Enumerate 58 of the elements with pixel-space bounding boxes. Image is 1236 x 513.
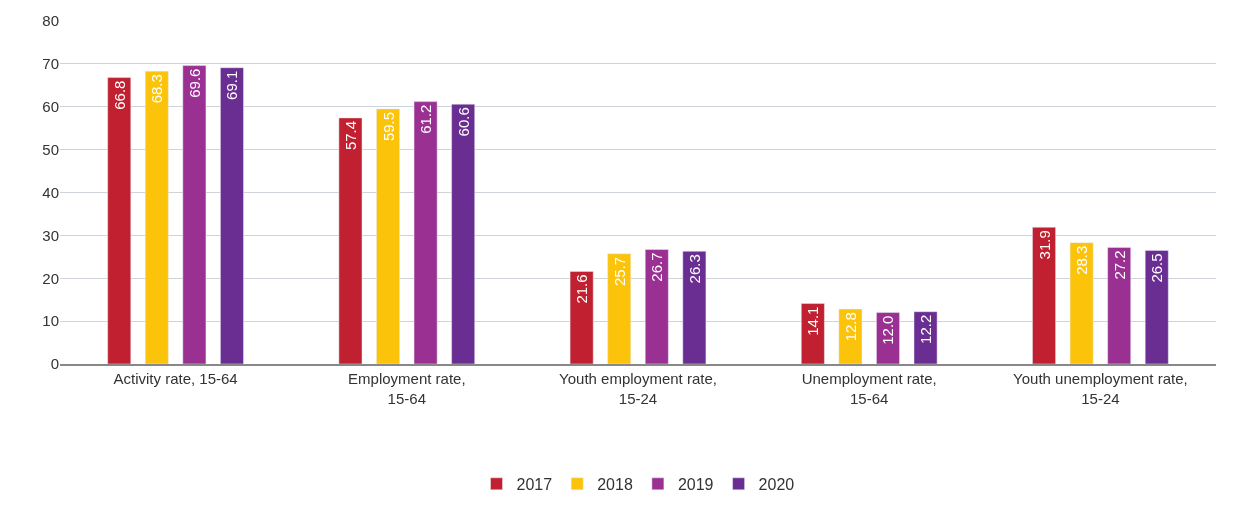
data-label: 66.8 bbox=[110, 80, 128, 110]
bar bbox=[1032, 226, 1056, 364]
bar bbox=[145, 70, 169, 364]
x-tick-label: Activity rate, 15-64 bbox=[113, 370, 238, 387]
legend-label: 2018 bbox=[597, 476, 633, 494]
data-label: 57.4 bbox=[341, 120, 359, 151]
data-label: 68.3 bbox=[148, 74, 166, 104]
bar bbox=[1107, 247, 1131, 364]
data-label: 21.6 bbox=[573, 274, 591, 304]
x-tick-label: Unemployment rate, 15-64 bbox=[801, 370, 937, 407]
bar bbox=[607, 253, 632, 364]
data-label: 59.5 bbox=[379, 111, 397, 142]
data-label: 27.2 bbox=[1110, 250, 1128, 280]
bar bbox=[1069, 242, 1094, 364]
y-tick-label: 30 bbox=[42, 226, 59, 244]
data-label: 12.0 bbox=[879, 315, 897, 345]
bar bbox=[413, 101, 438, 364]
legend-label: 2020 bbox=[758, 476, 795, 494]
bar bbox=[107, 77, 132, 364]
x-tick-label: Youth employment rate, 15-24 bbox=[559, 370, 717, 407]
legend-label: 2017 bbox=[516, 476, 553, 494]
y-tick-label: 40 bbox=[42, 183, 59, 201]
data-label: 61.2 bbox=[417, 104, 435, 134]
bar bbox=[182, 65, 207, 364]
y-tick-label: 10 bbox=[42, 312, 59, 330]
data-label: 12.8 bbox=[841, 312, 859, 342]
data-label: 26.5 bbox=[1148, 253, 1166, 283]
data-label: 26.7 bbox=[648, 252, 666, 282]
data-label: 28.3 bbox=[1073, 245, 1091, 275]
bar bbox=[569, 271, 594, 364]
bar bbox=[1144, 250, 1169, 364]
bar bbox=[376, 108, 400, 364]
data-label: 14.1 bbox=[804, 306, 822, 336]
bar bbox=[801, 303, 825, 364]
data-label: 12.2 bbox=[917, 314, 935, 344]
bar bbox=[644, 249, 669, 364]
bar bbox=[913, 311, 938, 364]
bar bbox=[876, 312, 900, 364]
y-tick-label: 50 bbox=[42, 140, 59, 158]
bar bbox=[338, 117, 363, 364]
bar bbox=[451, 103, 475, 364]
data-label: 60.6 bbox=[454, 107, 472, 137]
data-label: 69.1 bbox=[223, 70, 241, 100]
y-tick-label: 60 bbox=[42, 98, 59, 115]
y-tick-label: 20 bbox=[42, 269, 59, 287]
x-tick-label: Youth unemployment rate, 15-24 bbox=[1013, 370, 1188, 407]
legend-label: 2019 bbox=[677, 476, 714, 494]
x-tick-label: Employment rate, 15-64 bbox=[348, 370, 466, 407]
y-tick-label: 70 bbox=[42, 55, 59, 73]
y-tick-label: 80 bbox=[42, 12, 59, 30]
bar bbox=[838, 308, 863, 364]
data-label: 26.3 bbox=[685, 254, 703, 284]
bar bbox=[220, 67, 244, 364]
data-label: 69.6 bbox=[185, 68, 203, 98]
y-tick-label: 0 bbox=[50, 355, 59, 373]
bar bbox=[682, 250, 707, 364]
data-label: 25.7 bbox=[610, 256, 628, 287]
data-label: 31.9 bbox=[1035, 230, 1053, 260]
